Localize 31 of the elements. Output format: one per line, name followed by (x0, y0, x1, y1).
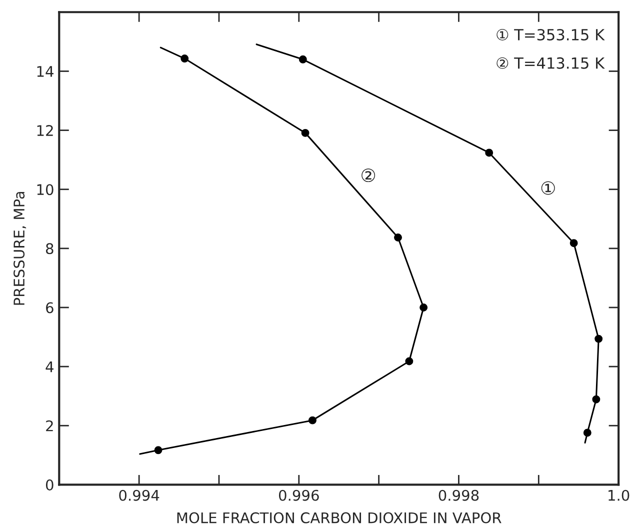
x-tick-label: 0.994 (119, 490, 160, 501)
y-tick-label: 14 (37, 66, 54, 77)
point (301, 128, 310, 137)
point (405, 357, 414, 366)
x-tick-label: 0.996 (278, 490, 319, 501)
y-tick-label: 0 (46, 479, 54, 490)
point (583, 428, 592, 437)
point (592, 395, 600, 404)
point (154, 446, 162, 454)
point (180, 54, 189, 62)
point (570, 239, 578, 248)
y-tick-label: 2 (46, 420, 53, 432)
y-tick-label: 4 (46, 361, 54, 372)
point (298, 55, 307, 64)
annotation: ② T=413.15 K (496, 57, 605, 69)
y-tick-label: 12 (37, 125, 53, 136)
annotation: ① T=353.15 K (496, 28, 605, 41)
series-label: ① (541, 181, 555, 195)
x-tick-label: 0.998 (438, 490, 479, 501)
y-tick-label: 8 (46, 243, 54, 254)
point (308, 416, 316, 424)
x-axis-title: MOLE FRACTION CARBON DIOXIDE IN VAPOR (177, 512, 502, 524)
point (485, 148, 494, 157)
series-label: ② (362, 168, 376, 182)
y-tick-label: 6 (46, 302, 54, 314)
point (420, 304, 428, 312)
point (594, 334, 603, 343)
y-axis-title: PRESSURE, MPa (14, 192, 26, 305)
point (394, 234, 402, 242)
x-tick-label: 1.0 (608, 490, 630, 501)
y-tick-label: 10 (37, 184, 54, 196)
